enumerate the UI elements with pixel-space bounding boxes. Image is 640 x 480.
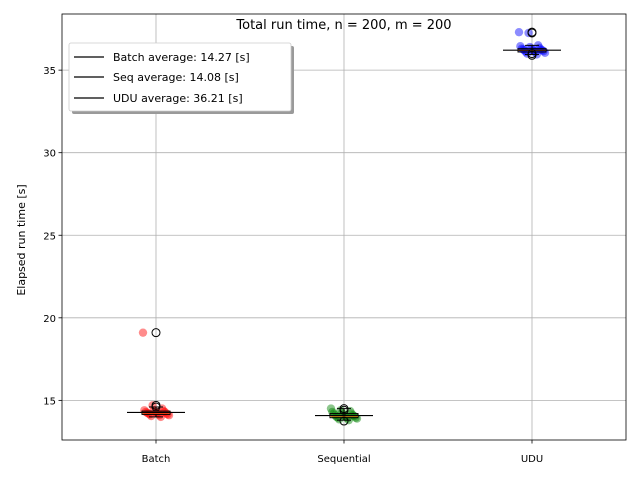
y-axis-ticks: 15 20 25 30 35: [43, 66, 62, 407]
x-axis-ticks: Batch Sequential UDU: [142, 440, 543, 465]
outlier-udu: [527, 50, 537, 60]
data-point-udu: [514, 27, 524, 37]
outlier-batch: [151, 402, 161, 412]
data-point-sequential: [326, 404, 336, 413]
y-tick-label: 35: [43, 66, 56, 77]
data-point-udu: [524, 28, 533, 38]
outlier-batch: [151, 328, 161, 338]
outlier-sequential: [339, 416, 349, 426]
legend-label-seq: Seq average: 14.08 [s]: [113, 71, 239, 84]
outlier-sequential: [339, 405, 349, 415]
data-point-batch: [138, 328, 148, 337]
y-tick-label: 25: [43, 231, 56, 242]
grid-lines: [62, 14, 626, 440]
legend-label-batch: Batch average: 14.27 [s]: [113, 51, 250, 64]
y-tick-label: 20: [43, 314, 56, 325]
x-tick-label: UDU: [521, 454, 543, 465]
x-tick-label: Batch: [142, 454, 171, 465]
outlier-udu: [527, 28, 537, 38]
chart-title: Total run time, n = 200, m = 200: [235, 18, 451, 33]
y-tick-label: 15: [43, 396, 56, 407]
y-axis-title: Elapsed run time [s]: [15, 184, 28, 295]
legend-box: [68, 42, 292, 112]
x-tick-label: Sequential: [317, 454, 370, 465]
legend: Batch average: 14.27 [s] Seq average: 14…: [68, 42, 294, 114]
y-tick-label: 30: [43, 149, 56, 160]
data-point-sequential: [332, 412, 341, 422]
legend-label-udu: UDU average: 36.21 [s]: [113, 92, 243, 105]
box-plots: [127, 27, 561, 426]
